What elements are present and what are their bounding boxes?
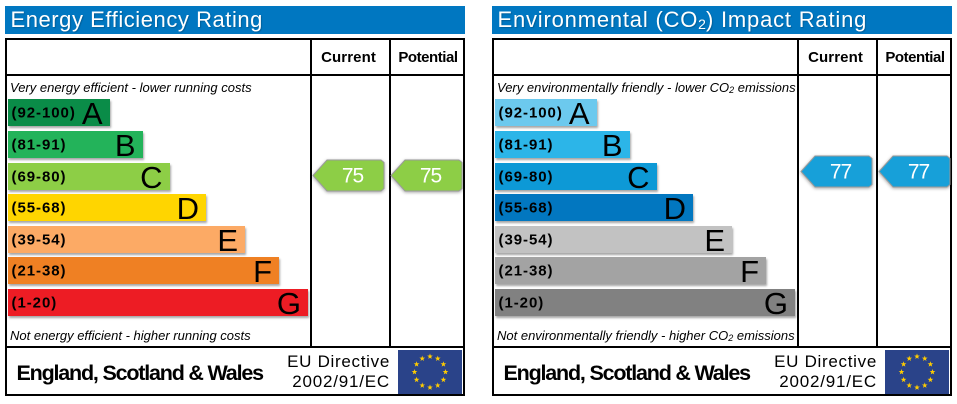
svg-text:75: 75 — [342, 165, 364, 188]
svg-text:77: 77 — [908, 161, 930, 184]
svg-text:77: 77 — [830, 161, 852, 184]
svg-text:75: 75 — [420, 165, 442, 188]
